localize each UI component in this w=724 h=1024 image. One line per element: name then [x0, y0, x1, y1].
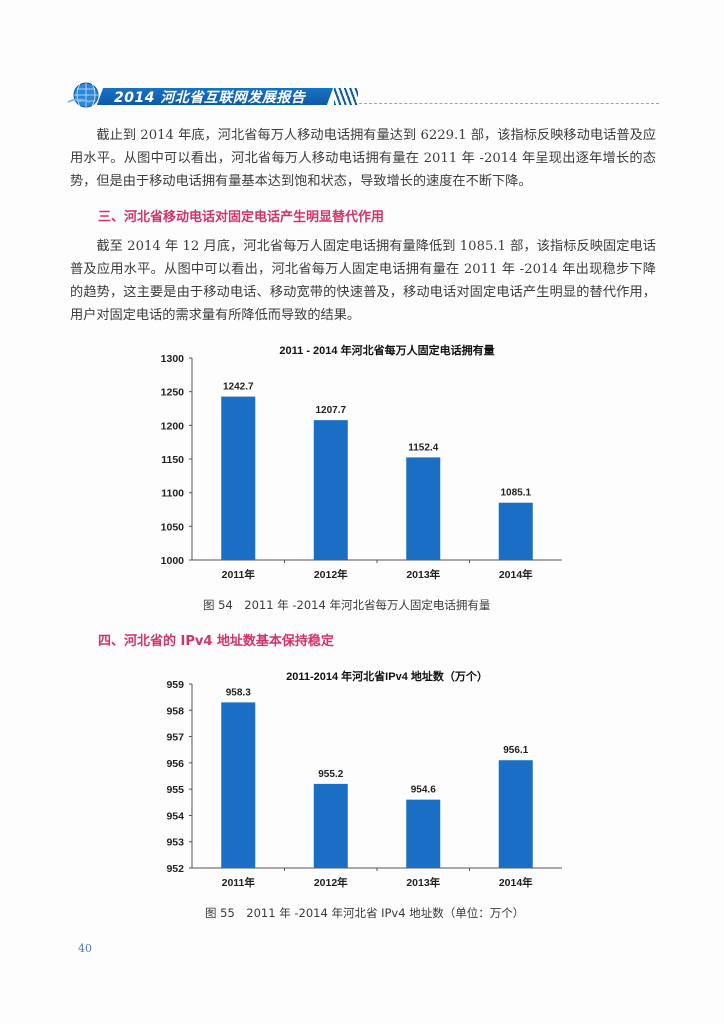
x-tick-label: 2011年 — [222, 876, 256, 889]
y-tick-label: 957 — [166, 732, 184, 744]
figure-caption-55: 图 55 2011 年 -2014 年河北省 IPv4 地址数（单位：万个） — [205, 906, 525, 920]
chart-title: 2011-2014 年河北省IPv4 地址数（万个） — [286, 669, 488, 683]
x-tick-label: 2013年 — [406, 876, 440, 889]
x-tick-label: 2011年 — [222, 568, 256, 581]
y-tick-label: 1300 — [161, 353, 185, 365]
bar — [498, 760, 533, 868]
y-tick-label: 952 — [166, 863, 184, 875]
bar-chart-fixed-phone: 2011 - 2014 年河北省每万人固定电话拥有量 1000 1050 1100 11… — [161, 343, 562, 581]
bar — [406, 799, 441, 868]
data-label: 956.1 — [503, 745, 528, 756]
page-number: 40 — [78, 942, 92, 955]
y-tick-label: 956 — [166, 758, 184, 770]
y-tick-label: 1000 — [161, 555, 185, 567]
y-tick-label: 959 — [166, 679, 184, 691]
header-stripes — [334, 88, 358, 105]
x-tick-label: 2012年 — [314, 876, 348, 889]
bar — [221, 702, 256, 868]
y-tick-label: 1050 — [161, 521, 185, 533]
x-tick-label: 2014年 — [499, 568, 533, 581]
y-tick-label: 954 — [166, 810, 184, 822]
y-tick-label: 958 — [166, 705, 184, 717]
chart-ipv4: 2011-2014 年河北省IPv4 地址数（万个） 952 953 954 955 95… — [150, 660, 570, 904]
y-tick-label: 1250 — [161, 387, 185, 399]
y-tick-label: 1100 — [161, 488, 184, 500]
bar — [313, 420, 348, 560]
data-label: 958.3 — [226, 687, 251, 698]
figure-caption-54: 图 54 2011 年 -2014 年河北省每万人固定电话拥有量 — [203, 598, 491, 612]
x-tick-label: 2013年 — [406, 568, 440, 581]
data-label: 1207.7 — [315, 405, 346, 416]
header-rule — [359, 103, 659, 104]
y-tick-label: 955 — [166, 784, 184, 796]
header-title: 2014 河北省互联网发展报告 — [114, 90, 306, 106]
section-title-4: 四、河北省的 IPv4 地址数基本保持稳定 — [98, 634, 334, 649]
bar — [313, 783, 348, 868]
data-label: 1085.1 — [500, 488, 531, 499]
bar-chart-ipv4: 2011-2014 年河北省IPv4 地址数（万个） 952 953 954 955 95… — [166, 669, 562, 889]
paragraph-fixed-line: 截至 2014 年 12 月底，河北省每万人固定电话拥有量降低到 1085.1 … — [70, 239, 656, 323]
bar — [498, 502, 533, 560]
data-label: 1152.4 — [408, 442, 438, 453]
report-header: 2014 河北省互联网发展报告 — [64, 80, 660, 110]
bar — [406, 457, 441, 560]
data-label: 955.2 — [318, 769, 343, 780]
chart-fixed-phone: 2011 - 2014 年河北省每万人固定电话拥有量 1000 1050 1100 11… — [150, 340, 570, 594]
y-tick-label: 1150 — [161, 454, 184, 466]
y-tick-label: 1200 — [161, 420, 185, 432]
y-tick-label: 953 — [166, 837, 184, 849]
chart-title: 2011 - 2014 年河北省每万人固定电话拥有量 — [279, 343, 494, 357]
x-tick-label: 2014年 — [499, 876, 533, 889]
section-title-3: 三、河北省移动电话对固定电话产生明显替代作用 — [98, 210, 385, 225]
bar — [221, 396, 256, 560]
x-tick-label: 2012年 — [314, 568, 348, 581]
paragraph-mobile: 截止到 2014 年底，河北省每万人移动电话拥有量达到 6229.1 部，该指标… — [70, 128, 656, 189]
globe-icon — [68, 82, 99, 108]
data-label: 1242.7 — [223, 382, 254, 393]
data-label: 954.6 — [411, 785, 436, 796]
